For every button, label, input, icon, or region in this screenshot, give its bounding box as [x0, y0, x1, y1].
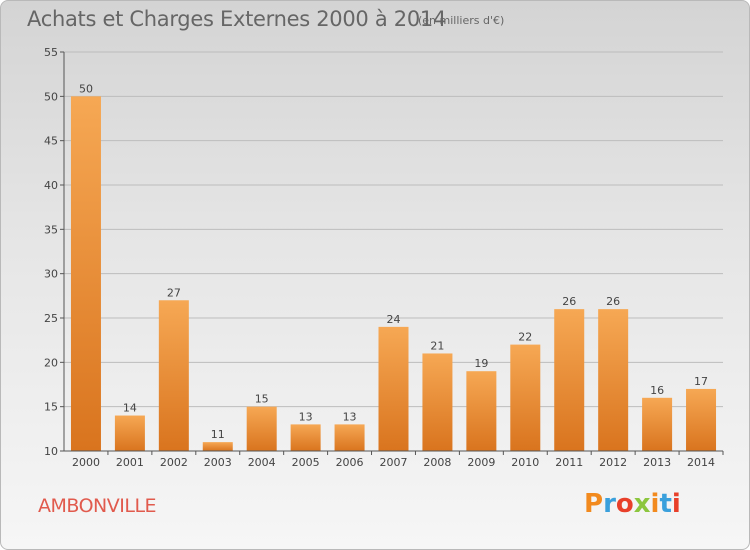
bar: [466, 371, 497, 451]
bar-value-label: 17: [694, 375, 708, 388]
bar: [158, 300, 189, 451]
bar-value-label: 22: [518, 331, 532, 344]
bar: [598, 309, 629, 451]
bar: [334, 424, 365, 451]
x-tick-label: 2007: [380, 456, 408, 469]
x-tick-label: 2000: [72, 456, 100, 469]
logo-letter: o: [615, 489, 634, 519]
logo-letter: P: [584, 489, 604, 519]
bar-value-label: 21: [430, 339, 444, 352]
proxiti-logo[interactable]: Proxiti: [584, 489, 681, 519]
bar-value-label: 50: [79, 82, 93, 95]
x-tick-label: 2003: [204, 456, 232, 469]
proxiti-logo-text: Proxiti: [584, 489, 681, 519]
y-tick-label: 20: [44, 356, 58, 369]
chart-title: Achats et Charges Externes 2000 à 2014: [27, 7, 447, 31]
y-tick-label: 40: [44, 179, 58, 192]
x-tick-label: 2010: [511, 456, 539, 469]
bar: [378, 326, 409, 451]
bar-value-label: 24: [387, 313, 401, 326]
y-tick-labels: 10 15 20 25 30 35 40 45 50 55: [44, 46, 58, 458]
bar: [422, 353, 453, 451]
bar-value-label: 11: [211, 428, 225, 441]
logo-letter: r: [603, 489, 616, 519]
commune-name: AMBONVILLE: [38, 495, 157, 517]
y-tick-label: 30: [44, 268, 58, 281]
x-tick-label: 2002: [160, 456, 188, 469]
x-tick-labels: 2000 2001 2002 2003 2004 2005 2006 2007 2008 2009…: [72, 451, 724, 469]
x-tick-label: 2012: [599, 456, 627, 469]
bar: [554, 309, 585, 451]
y-tick-label: 15: [44, 401, 58, 414]
x-tick-label: 2014: [687, 456, 715, 469]
bar: [70, 96, 101, 451]
bar-value-label: 14: [123, 402, 137, 415]
logo-letter: t: [659, 489, 672, 519]
bar-value-label: 27: [167, 286, 181, 299]
x-tick-label: 2008: [423, 456, 451, 469]
bar-value-label: 13: [299, 410, 313, 423]
bar-value-label: 19: [474, 357, 488, 370]
x-tick-label: 2013: [643, 456, 671, 469]
bar: [642, 397, 673, 451]
bar-value-label: 26: [606, 295, 620, 308]
y-tick-label: 55: [44, 46, 58, 59]
bars: [70, 96, 717, 451]
data-labels: 50 14 27 11 15 13 13 24 21 19 22 26 26 16 17: [79, 82, 708, 441]
y-tick-label: 10: [44, 445, 58, 458]
bar: [114, 415, 145, 451]
x-tick-label: 2011: [555, 456, 583, 469]
x-tick-label: 2009: [467, 456, 495, 469]
chart-subtitle: (en milliers d'€): [418, 14, 505, 27]
axes: [63, 52, 723, 452]
bar: [202, 442, 233, 451]
bar: [246, 406, 277, 451]
bar: [290, 424, 321, 451]
bar-value-label: 13: [343, 410, 357, 423]
y-tick-label: 35: [44, 223, 58, 236]
x-tick-label: 2001: [116, 456, 144, 469]
logo-letter: i: [671, 489, 681, 519]
x-tick-label: 2006: [336, 456, 364, 469]
bar-value-label: 15: [255, 393, 269, 406]
logo-letter: x: [633, 489, 651, 519]
logo-letter: i: [650, 489, 660, 519]
bar-value-label: 26: [562, 295, 576, 308]
y-tick-label: 50: [44, 90, 58, 103]
bar: [510, 344, 541, 451]
x-tick-label: 2004: [248, 456, 276, 469]
y-tick-label: 25: [44, 312, 58, 325]
bar-value-label: 16: [650, 384, 664, 397]
bar: [686, 388, 717, 451]
y-tick-label: 45: [44, 135, 58, 148]
x-tick-label: 2005: [292, 456, 320, 469]
